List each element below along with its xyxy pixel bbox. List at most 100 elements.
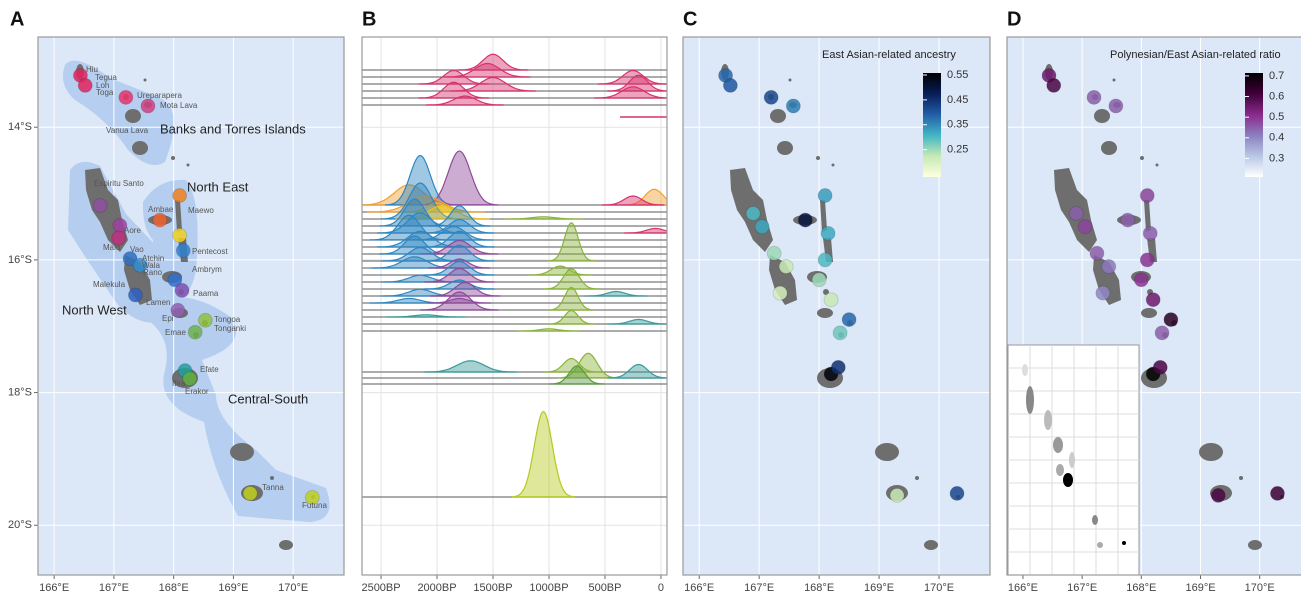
inset-island — [1056, 464, 1064, 476]
island-label: Emae — [165, 328, 186, 337]
panel-frame — [361, 36, 668, 576]
sample-point — [1139, 252, 1155, 268]
sample-point — [832, 325, 848, 341]
inset-island — [1069, 452, 1075, 468]
island-label: Ifira — [172, 379, 186, 388]
density-ridge — [424, 267, 495, 283]
panel: Banks and Torres Islands North East North … — [38, 37, 344, 575]
island-label: Mota Lava — [160, 101, 198, 110]
density-ridge — [517, 328, 581, 332]
island-label: Tonganki — [214, 324, 246, 333]
sample-point — [811, 272, 827, 288]
island-label: Maewo — [188, 206, 214, 215]
sample-point — [797, 212, 813, 228]
density-ridge — [547, 286, 595, 311]
sample-point — [785, 98, 801, 114]
x-tick-label: 170°E — [278, 582, 308, 594]
density-ridge — [607, 318, 667, 325]
sample-point — [763, 89, 779, 105]
sample-point — [817, 252, 833, 268]
density-ridge — [593, 86, 667, 99]
density-ridge — [425, 95, 505, 106]
panel-frame — [682, 36, 991, 576]
sample-point — [140, 98, 156, 114]
density-ridge — [428, 258, 491, 269]
island-label: Vanua Lava — [106, 126, 149, 135]
island-label: Ambae — [148, 205, 174, 214]
x-tick-label: 170°E — [1245, 582, 1275, 594]
sample-point — [170, 302, 186, 318]
region-label: North West — [62, 302, 127, 317]
density-ridge — [543, 268, 599, 290]
sample-point — [1108, 98, 1124, 114]
legend-title: East Asian-related ancestry — [822, 49, 956, 61]
density-ridge — [424, 230, 495, 248]
sample-point — [1095, 285, 1111, 301]
colorbar-label: 0.55 — [947, 69, 968, 81]
island-label: Paama — [193, 289, 219, 298]
sample-point — [1086, 89, 1102, 105]
colorbar — [1245, 73, 1263, 177]
sample-point — [175, 243, 191, 259]
x-tick-label: 167°E — [1067, 582, 1097, 594]
density-ridge — [601, 195, 665, 206]
panel-label: D — [1007, 8, 1021, 30]
island-label: Espiritu Santo — [94, 179, 144, 188]
sample-point — [1046, 77, 1062, 93]
sample-point — [127, 287, 143, 303]
sample-point — [197, 312, 213, 328]
sample-point — [1139, 188, 1155, 204]
panel-frame — [37, 36, 345, 576]
x-tick-label: 170°E — [924, 582, 954, 594]
x-tick-label: 167°E — [99, 582, 129, 594]
region-label: Central-South — [228, 391, 308, 406]
island-label: Atchin — [142, 254, 164, 263]
density-ridge — [429, 281, 501, 297]
sample-point — [820, 225, 836, 241]
density-ridge — [381, 246, 460, 262]
sample-point — [754, 219, 770, 235]
inset-island — [1122, 541, 1126, 545]
x-tick-label: 167°E — [744, 582, 774, 594]
x-tick-label: 169°E — [1185, 582, 1215, 594]
y-tick-label: 18°S — [8, 386, 32, 398]
density-ridge — [428, 297, 491, 304]
density-ridge — [622, 188, 667, 206]
density-ridge — [424, 244, 495, 262]
x-tick-label: 168°E — [159, 582, 189, 594]
island-label: Pentecost — [192, 247, 228, 256]
panel-frame — [1006, 36, 1301, 576]
sample-point — [1269, 485, 1285, 501]
sample-point — [1101, 259, 1117, 275]
inset — [1007, 344, 1140, 575]
density-ridge — [511, 410, 575, 498]
density-ridge — [449, 76, 537, 92]
sample-point — [92, 197, 108, 213]
colorbar-label: 0.5 — [1269, 111, 1284, 123]
colorbar-label: 0.25 — [947, 144, 968, 156]
inset-island — [1044, 410, 1052, 430]
island-label: Ureparapera — [137, 91, 182, 100]
colorbar-label: 0.4 — [1269, 132, 1284, 144]
colorbar — [923, 73, 941, 177]
island-label: Wala — [142, 261, 160, 270]
density-ridge — [369, 214, 449, 241]
island-label: Ambrym — [192, 265, 222, 274]
x-tick-label: 1500BP — [473, 582, 512, 594]
density-ridge — [379, 198, 450, 227]
x-tick-label: 166°E — [684, 582, 714, 594]
island-label: Erakor — [185, 387, 209, 396]
density-ridge — [444, 62, 531, 78]
x-tick-label: 169°E — [864, 582, 894, 594]
density-ridge — [420, 291, 499, 311]
density-ridge — [547, 309, 595, 325]
region-label: Banks and Torres Islands — [160, 121, 306, 136]
sample-point — [1154, 325, 1170, 341]
sample-point — [1145, 292, 1161, 308]
sample-point — [1133, 272, 1149, 288]
sample-point — [172, 227, 188, 243]
sample-point — [949, 485, 965, 501]
sample-point — [132, 257, 148, 273]
sample-point — [152, 212, 168, 228]
